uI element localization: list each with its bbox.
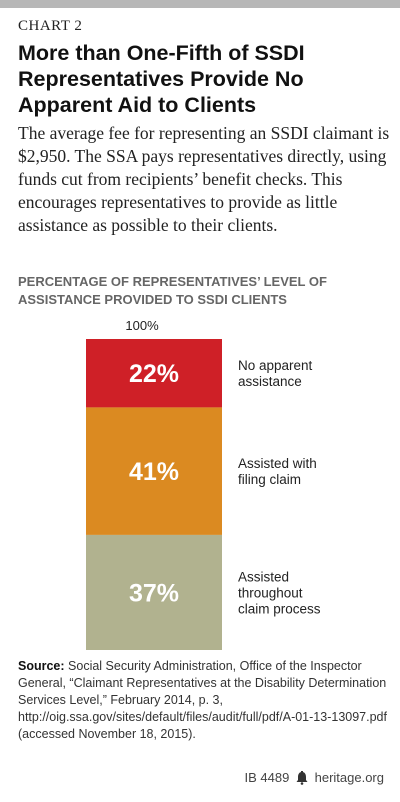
segment-category-label-3: Assisted throughout claim process [238, 569, 321, 616]
bar-segment-3 [86, 534, 222, 650]
bar-segment-1 [86, 339, 222, 408]
report-id: IB 4489 [244, 770, 290, 786]
segment-category-label-1: No apparent assistance [238, 358, 313, 389]
segment-label-line: claim process [238, 601, 321, 616]
page-title: More than One-Fifth of SSDI Representati… [18, 41, 305, 117]
source-note: Source: Social Security Administration, … [18, 658, 388, 743]
stacked-bar-chart: 100% 22% No apparent assistance 41% Assisted … [86, 318, 321, 650]
footer: IB 4489 heritage.org [245, 769, 384, 785]
bar-value-label-1: 22% [129, 360, 179, 388]
bar-value-label-2: 41% [129, 458, 179, 486]
page-subtitle: The average fee for representing an SSDI… [18, 123, 390, 235]
segment-label-line: throughout [238, 585, 303, 600]
segment-label-line: filing claim [238, 472, 301, 487]
source-text: Social Security Administration, Office o… [18, 659, 387, 741]
chart-title: PERCENTAGE OF REPRESENTATIVES’ LEVEL OF … [18, 274, 327, 307]
bar-value-label-3: 37% [129, 579, 179, 607]
top-rule [0, 0, 400, 8]
site-name: heritage.org [314, 770, 384, 786]
segment-label-line: Assisted with [238, 456, 317, 471]
segment-label-line: No apparent [238, 358, 313, 373]
segment-label-line: assistance [238, 374, 302, 389]
liberty-bell-icon [296, 770, 308, 785]
segment-category-label-2: Assisted with filing claim [238, 456, 317, 487]
bar-segment-2 [86, 407, 222, 535]
chart-area: 100% 22% No apparent assistance 41% Assisted … [0, 312, 400, 652]
chart-number-label: CHART 2 [18, 18, 83, 34]
source-heading: Source: [18, 659, 65, 673]
segment-label-line: Assisted [238, 569, 289, 584]
top-percent-label: 100% [125, 318, 159, 333]
